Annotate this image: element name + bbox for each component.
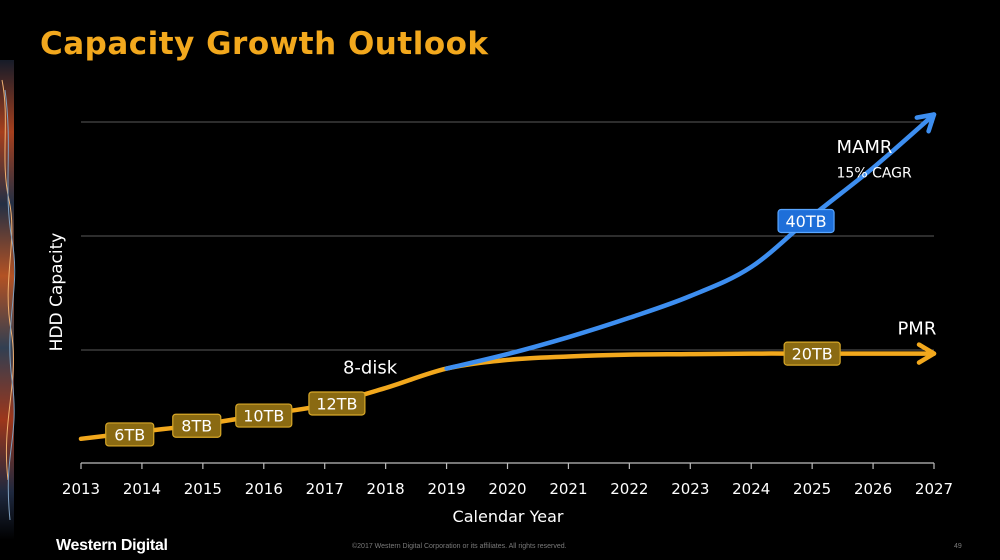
data-label-8tb: 8TB: [172, 413, 222, 438]
data-label-6tb: 6TB: [105, 422, 155, 447]
data-label-40tb: 40TB: [777, 208, 835, 234]
y-axis-title: HDD Capacity: [47, 233, 67, 352]
x-axis: 2013 2014 2015 2016 2017 2018 2019 2020 2021 2022…: [62, 462, 953, 498]
x-tick-label-2027: 2027: [915, 480, 953, 498]
x-tick-label-2014: 2014: [123, 480, 161, 498]
data-label-text: 40TB: [785, 212, 826, 231]
x-tick-label-2022: 2022: [610, 480, 648, 498]
data-label-text: 20TB: [792, 345, 833, 364]
x-tick-label-2015: 2015: [184, 480, 222, 498]
data-label-10tb: 10TB: [235, 403, 293, 428]
data-label-12tb: 12TB: [308, 391, 366, 416]
annotation-15-cagr: 15% CAGR: [837, 165, 913, 181]
x-tick-label-2018: 2018: [367, 480, 405, 498]
x-tick-label-2016: 2016: [245, 480, 283, 498]
annotation-8-disk: 8-disk: [343, 357, 398, 378]
x-tick-label-2025: 2025: [793, 480, 831, 498]
annotation-mamr: MAMR: [837, 137, 893, 158]
page-number: 49: [954, 543, 962, 550]
data-label-text: 12TB: [316, 394, 357, 413]
slide-title: Capacity Growth Outlook: [40, 26, 489, 62]
data-label-box: [777, 208, 835, 234]
data-label-box: [783, 341, 841, 366]
x-tick-label-2021: 2021: [549, 480, 587, 498]
x-axis-title: Calendar Year: [453, 507, 564, 526]
capacity-growth-chart: 2013 2014 2015 2016 2017 2018 2019 2020 2021 2022…: [47, 112, 953, 526]
x-tick-label-2017: 2017: [306, 480, 344, 498]
grid-lines: [81, 121, 934, 351]
western-digital-logo: Western Digital: [56, 537, 168, 554]
decorative-side-pattern: [0, 60, 16, 540]
data-label-box: [235, 403, 293, 428]
data-label-box: [308, 391, 366, 416]
copyright-notice: ©2017 Western Digital Corporation or its…: [352, 543, 567, 550]
x-tick-label-2019: 2019: [427, 480, 465, 498]
data-label-box: [105, 422, 155, 447]
series-lines: [78, 112, 937, 442]
annotation-pmr: PMR: [897, 319, 936, 340]
annotations: 8-disk PMR MAMR 15% CAGR: [343, 137, 936, 378]
x-tick-label-2013: 2013: [62, 480, 100, 498]
x-tick-label-2026: 2026: [854, 480, 892, 498]
data-label-box: [172, 413, 222, 438]
data-label-text: 10TB: [243, 407, 284, 426]
x-tick-label-2020: 2020: [488, 480, 526, 498]
data-label-text: 8TB: [181, 417, 212, 436]
data-labels: 6TB 8TB 10TB 12TB 20TB 40TB: [105, 208, 841, 447]
x-tick-label-2024: 2024: [732, 480, 770, 498]
x-tick-label-2023: 2023: [671, 480, 709, 498]
data-label-text: 6TB: [114, 425, 145, 444]
data-label-20tb: 20TB: [783, 341, 841, 366]
series-mamr: [444, 112, 937, 371]
